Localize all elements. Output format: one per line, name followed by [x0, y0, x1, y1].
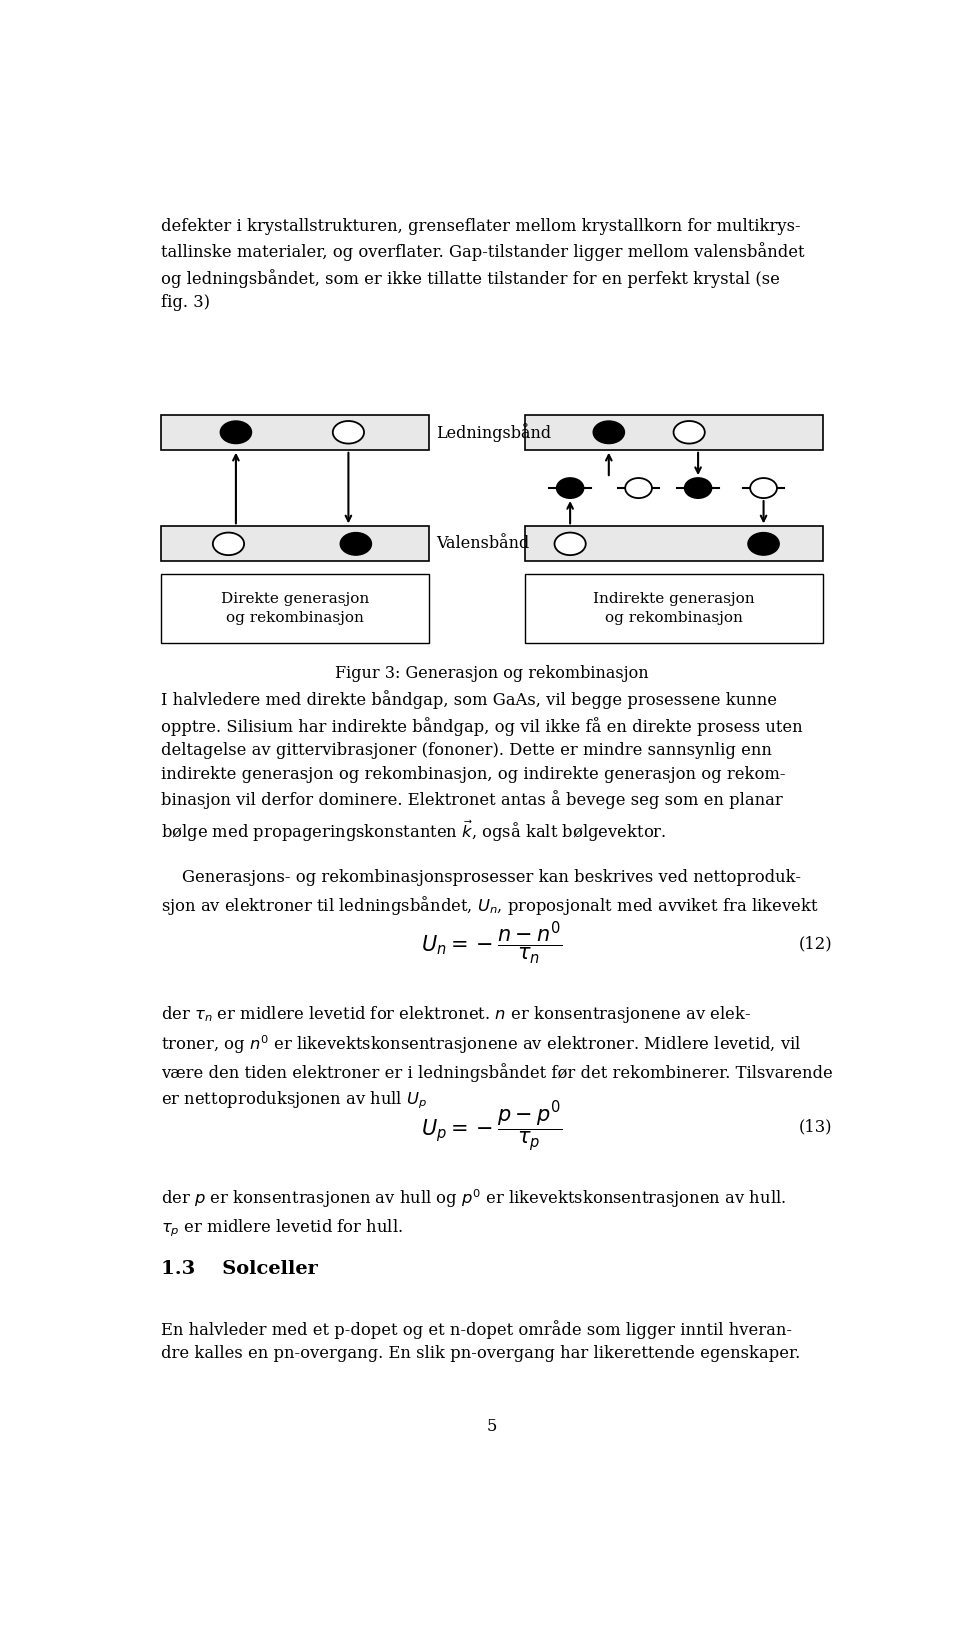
Ellipse shape [333, 422, 364, 443]
Text: Generasjons- og rekombinasjonsprosesser kan beskrives ved nettoproduk-
sjon av e: Generasjons- og rekombinasjonsprosesser … [161, 868, 819, 917]
Ellipse shape [750, 479, 777, 498]
Text: der $p$ er konsentrasjonen av hull og $p^0$ er likevektskonsentrasjonen av hull.: der $p$ er konsentrasjonen av hull og $p… [161, 1187, 786, 1239]
Bar [161, 575, 429, 643]
Bar [525, 575, 823, 643]
Text: der $\tau_n$ er midlere levetid for elektronet. $n$ er konsentrasjonene av elek-: der $\tau_n$ er midlere levetid for elek… [161, 1004, 832, 1112]
Text: Indirekte generasjon
og rekombinasjon: Indirekte generasjon og rekombinasjon [593, 591, 756, 625]
Text: $U_p = -\dfrac{p - p^0}{\tau_p}$: $U_p = -\dfrac{p - p^0}{\tau_p}$ [421, 1099, 563, 1154]
Ellipse shape [220, 422, 252, 443]
Ellipse shape [748, 532, 780, 555]
Bar [525, 526, 823, 562]
Bar [161, 415, 429, 449]
Text: (12): (12) [799, 934, 832, 952]
Ellipse shape [213, 532, 244, 555]
Text: $U_n = -\dfrac{n - n^0}{\tau_n}$: $U_n = -\dfrac{n - n^0}{\tau_n}$ [421, 920, 563, 967]
Ellipse shape [593, 422, 624, 443]
Ellipse shape [340, 532, 372, 555]
Text: Ledningsbånd: Ledningsbånd [436, 423, 551, 441]
Ellipse shape [625, 479, 652, 498]
Ellipse shape [684, 479, 711, 498]
Bar [161, 526, 429, 562]
Text: defekter i krystallstrukturen, grenseflater mellom krystallkorn for multikrys-
t: defekter i krystallstrukturen, grensefla… [161, 218, 804, 311]
Text: 5: 5 [487, 1418, 497, 1434]
Ellipse shape [555, 532, 586, 555]
Text: (13): (13) [799, 1118, 832, 1135]
Text: Figur 3: Generasjon og rekombinasjon: Figur 3: Generasjon og rekombinasjon [335, 666, 649, 682]
Text: I halvledere med direkte båndgap, som GaAs, vil begge prosessene kunne
opptre. S: I halvledere med direkte båndgap, som Ga… [161, 690, 803, 843]
Text: Valensbånd: Valensbånd [436, 536, 530, 552]
Text: Direkte generasjon
og rekombinasjon: Direkte generasjon og rekombinasjon [221, 591, 369, 625]
Ellipse shape [674, 422, 705, 443]
Ellipse shape [557, 479, 584, 498]
Text: 1.3    Solceller: 1.3 Solceller [161, 1260, 318, 1278]
Bar [525, 415, 823, 449]
Text: En halvleder med et p-dopet og et n-dopet område som ligger inntil hveran-
dre k: En halvleder med et p-dopet og et n-dope… [161, 1320, 801, 1363]
